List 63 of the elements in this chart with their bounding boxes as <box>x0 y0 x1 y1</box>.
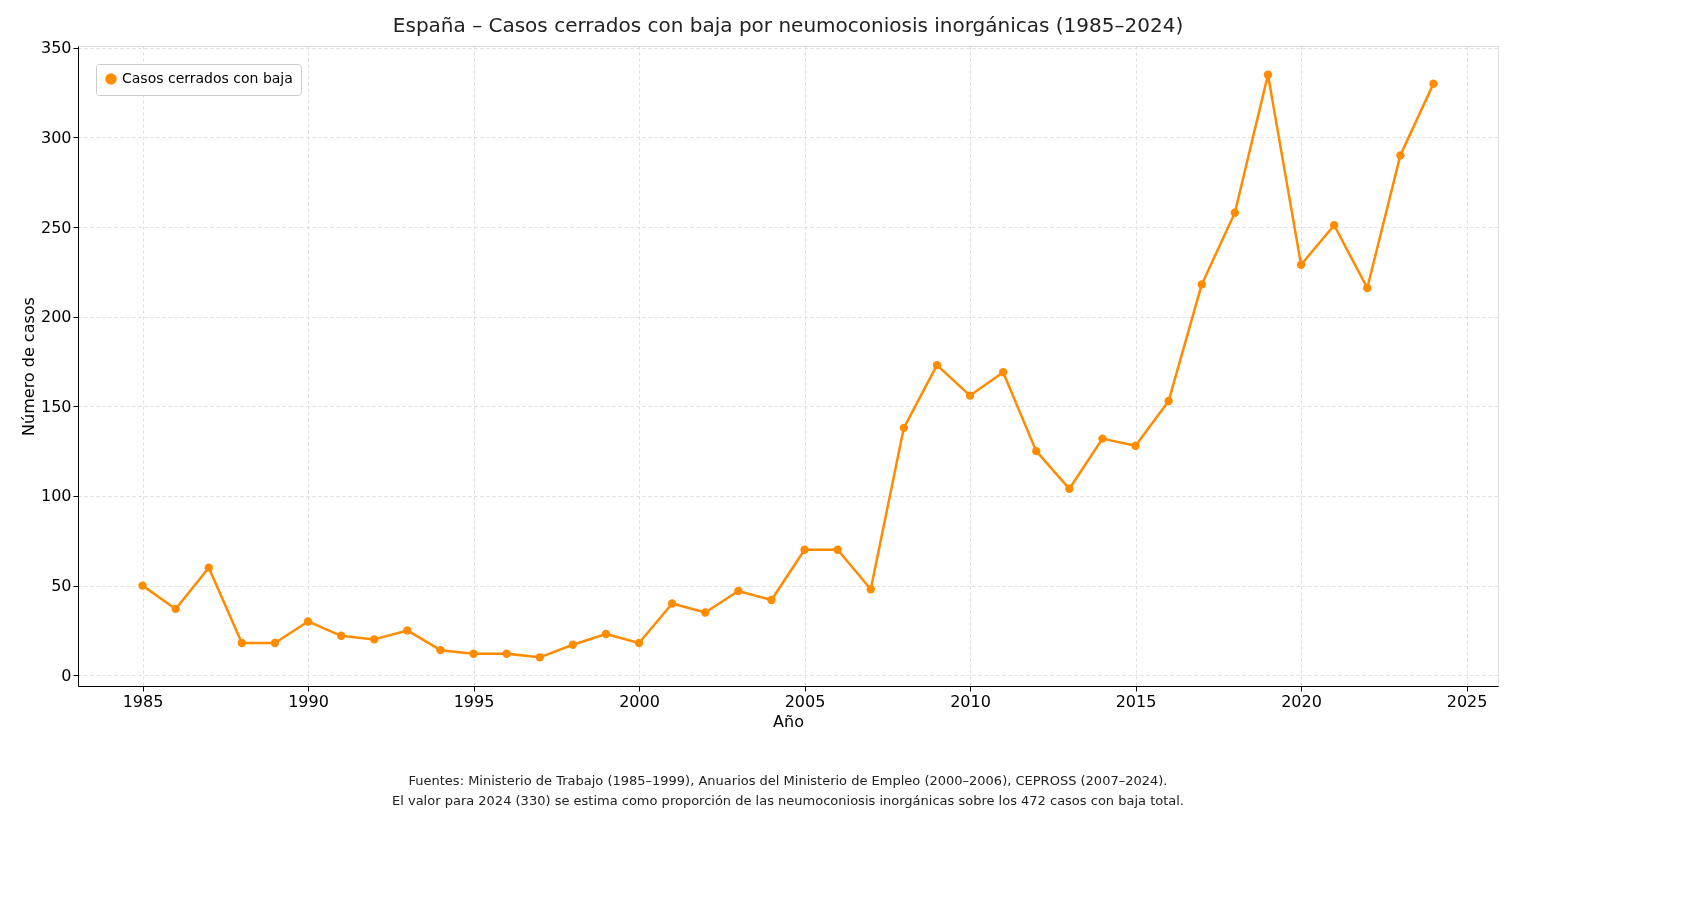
y-axis-title: Número de casos <box>18 297 38 436</box>
point <box>1098 434 1107 443</box>
point <box>336 631 346 640</box>
y-tick-label: 300 <box>40 127 72 147</box>
point <box>535 653 544 662</box>
point <box>1429 79 1438 88</box>
point <box>1296 260 1306 269</box>
point <box>204 563 213 572</box>
point <box>303 617 313 626</box>
point <box>1032 446 1041 456</box>
point <box>833 545 842 554</box>
point <box>237 638 247 648</box>
x-tick-label: 2020 <box>1281 691 1322 711</box>
source-note: Fuentes: Ministerio de Trabajo (1985–1999), Anuarios del Ministerio de Empleo (2000–2006), CEPROSS (2007–2024). <box>408 773 1168 788</box>
point <box>1131 441 1140 450</box>
point <box>899 423 909 433</box>
point <box>932 360 942 370</box>
x-tick-label: 1985 <box>122 691 164 711</box>
point <box>502 649 511 658</box>
chart-title: España – Casos cerrados con baja por neumoconiosis inorgánicas (1985–2024) <box>392 12 1184 37</box>
x-tick-label: 2000 <box>619 691 660 711</box>
point <box>270 638 280 648</box>
point <box>1164 396 1173 406</box>
x-tick-label: 2010 <box>950 691 991 711</box>
point <box>965 391 975 400</box>
x-axis-title: Año <box>773 711 804 731</box>
point <box>1065 484 1074 493</box>
y-tick-label: 350 <box>40 38 72 58</box>
point <box>1363 283 1372 293</box>
point <box>734 586 743 596</box>
legend-label: Casos cerrados con baja <box>122 70 293 86</box>
y-tick-label: 150 <box>40 396 72 416</box>
point <box>767 595 776 605</box>
y-tick-label: 200 <box>40 307 72 327</box>
x-tick-label: 1995 <box>453 691 495 711</box>
point <box>403 626 412 635</box>
point <box>998 368 1008 377</box>
point <box>1396 151 1405 160</box>
x-tick-label: 2025 <box>1446 691 1488 711</box>
x-tick-label: 2005 <box>784 691 826 711</box>
point <box>800 545 809 554</box>
x-tick-label: 2015 <box>1115 691 1157 711</box>
text: El valor para 2024 (330) se estima como proporción de las neumoconiosis inorgánicas sobre los 472 casos con baja total. <box>392 793 1184 808</box>
x-tick-label: 1990 <box>288 691 329 711</box>
point <box>1230 208 1240 217</box>
point <box>138 581 147 590</box>
point <box>866 585 875 594</box>
point <box>1197 280 1206 289</box>
point <box>370 635 379 644</box>
point <box>171 604 180 614</box>
y-tick-label: 100 <box>40 486 72 506</box>
y-tick-label: 250 <box>40 217 72 237</box>
point <box>436 645 445 655</box>
point <box>667 599 677 608</box>
point <box>469 649 478 658</box>
point <box>601 629 611 639</box>
point <box>1263 70 1273 79</box>
y-tick-label: 50 <box>51 576 72 596</box>
point <box>568 640 578 649</box>
point <box>634 638 644 648</box>
point <box>1329 221 1339 230</box>
y-tick-label: 0 <box>61 665 72 685</box>
point <box>701 608 710 617</box>
